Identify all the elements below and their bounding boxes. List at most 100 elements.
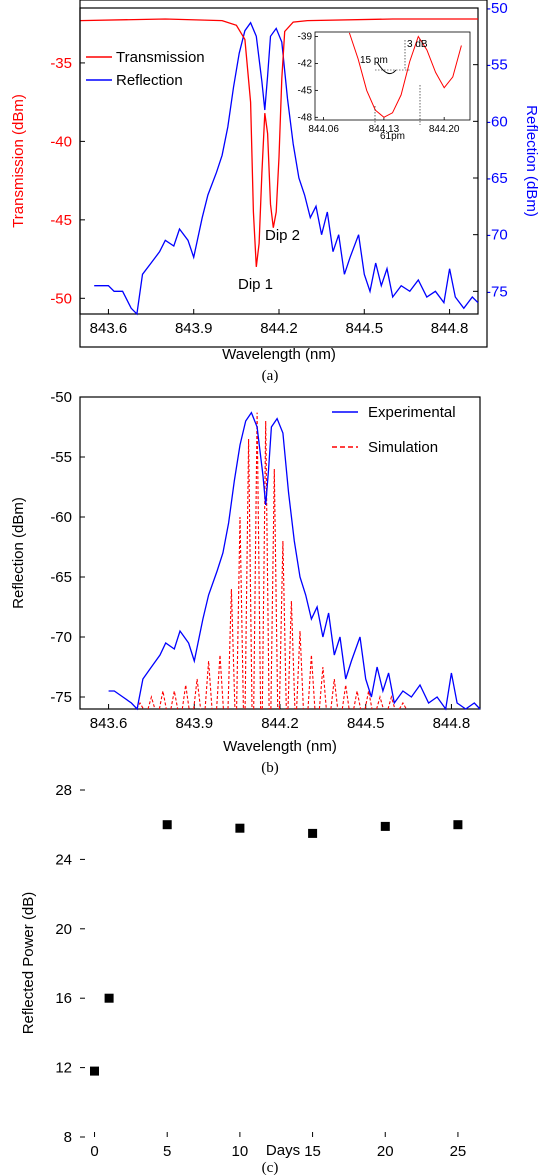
data-point-marker [162,820,172,830]
panel-a-right-tick-label: -60 [486,113,508,130]
panel-c-y-tick-label: 20 [55,921,72,938]
reflection-series-line [94,21,479,316]
panel-c-x-axis-title: Days [266,1142,300,1159]
panel-a-x-axis-title: Wavelength (nm) [222,346,336,363]
panel-a-x-tick-label: 844.2 [260,320,298,337]
inset-y-tick-label: -39 [298,31,313,42]
panel-b-y-tick-label: -50 [50,389,72,406]
panel-c-y-axis-title: Reflected Power (dB) [20,892,37,1035]
panel-a-right-tick-label: -65 [486,170,508,187]
inset-3db-label: 3 dB [407,39,428,50]
panel-b: 843.6 843.9 844.2 844.5 844.8 -50 -55 -60 -65 -7… [10,389,481,776]
panel-c-x-tick-label: 15 [304,1143,321,1160]
simulation-series-line [136,412,407,710]
panel-b-x-tick-label: 844.8 [433,715,471,732]
inset-arrow [376,61,397,75]
data-point-marker [90,1066,99,1076]
panel-c-caption: (c) [262,1160,279,1175]
panel-a-caption: (a) [262,368,279,384]
data-point-marker [104,993,114,1003]
panel-a-right-tick-label: -75 [486,283,508,300]
panel-c-x-tick-labels: 0 5 10 15 20 25 [90,1143,466,1160]
panel-a-left-axis-title: Transmission (dBm) [10,94,27,228]
inset-y-tick-labels: -39 -42 -45 -48 [298,31,313,123]
dip-2-label: Dip 2 [265,227,300,244]
panel-a-x-tick-label: 843.6 [90,320,128,337]
inset-x-tick-labels: 844.06 844.13 844.20 [308,124,460,135]
panel-b-y-tick-labels: -50 -55 -60 -65 -70 -75 [50,389,72,706]
panel-a: 843.6 843.9 844.2 844.5 844.8 -35 -40 -45 -50 -… [10,0,540,384]
panel-c-x-tick-label: 5 [163,1143,171,1160]
legend-simulation-label: Simulation [368,439,438,456]
inset-plot: 844.06 844.13 844.20 -39 -42 -45 -48 15 pm 3 … [298,31,471,142]
panel-c-markers [90,820,463,1076]
data-point-marker [235,823,245,833]
panel-a-left-tick-labels: -35 -40 -45 -50 [50,55,72,307]
panel-a-left-tick-label: -35 [50,55,72,72]
inset-x-tick-label: 844.20 [429,124,460,135]
legend-transmission-label: Transmission [116,49,205,66]
panel-c-ticks [80,789,459,1138]
panel-b-x-tick-labels: 843.6 843.9 844.2 844.5 844.8 [90,715,470,732]
panel-b-x-tick-label: 844.5 [347,715,385,732]
panel-a-ticks [80,7,478,314]
panel-a-right-tick-label: -55 [486,57,508,74]
simulation-series [136,412,407,710]
panel-b-legend: Experimental Simulation [332,404,456,456]
panel-b-y-axis-title: Reflection (dBm) [10,497,27,609]
legend-reflection-label: Reflection [116,72,183,89]
panel-c-y-tick-label: 16 [55,990,72,1007]
data-point-marker [308,828,318,838]
panel-b-x-axis-title: Wavelength (nm) [223,738,337,755]
inset-x-tick-label: 844.13 [369,124,400,135]
legend-experimental-label: Experimental [368,404,456,421]
panel-a-right-tick-label: -70 [486,227,508,244]
panel-b-y-tick-label: -55 [50,449,72,466]
experimental-series-line [108,411,481,711]
inset-15pm-label: 15 pm [360,55,388,66]
panel-a-right-tick-labels: -50 -55 -60 -65 -70 -75 [486,0,508,300]
inset-ticks [315,36,445,120]
panel-c-y-tick-label: 12 [55,1060,72,1077]
data-point-marker [380,821,390,831]
inset-y-tick-label: -42 [298,58,313,69]
inset-61pm-label: 61pm [380,131,405,142]
inset-frame [314,31,471,121]
panel-c-x-tick-label: 10 [232,1143,249,1160]
inset-x-tick-label: 844.06 [308,124,339,135]
panel-c-y-tick-label: 28 [55,782,72,799]
panel-c-x-tick-label: 25 [450,1143,467,1160]
panel-c-x-tick-label: 20 [377,1143,394,1160]
panel-c-plot-frame [79,0,488,348]
panel-a-x-tick-label: 844.8 [431,320,469,337]
panel-b-y-tick-label: -75 [50,689,72,706]
panel-a-x-tick-label: 844.5 [346,320,384,337]
panel-a-x-tick-labels: 843.6 843.9 844.2 844.5 844.8 [90,320,469,337]
data-point-marker [453,820,463,830]
panel-a-left-tick-label: -40 [50,133,72,150]
panel-a-right-tick-label: -50 [486,0,508,17]
panel-a-legend: Transmission Reflection [86,49,205,89]
inset-y-tick-label: -45 [298,85,313,96]
panel-b-y-tick-label: -65 [50,569,72,586]
panel-c-y-tick-labels: 8 12 16 20 24 28 [55,782,72,1146]
inset-y-tick-label: -48 [298,112,313,123]
panel-c-y-tick-label: 24 [55,851,72,868]
transmission-series-line [79,18,478,267]
panel-c-y-tick-label: 8 [64,1129,72,1146]
panel-b-caption: (b) [261,760,279,776]
panel-b-y-tick-label: -70 [50,629,72,646]
panel-a-x-tick-label: 843.9 [175,320,213,337]
panel-c-x-tick-label: 0 [90,1143,98,1160]
panel-c: 0 5 10 15 20 25 8 12 16 20 24 28 Days Reflected Po… [20,0,488,1175]
dip-1-label: Dip 1 [238,276,273,293]
panel-b-x-tick-label: 843.9 [176,715,214,732]
panel-b-y-tick-label: -60 [50,509,72,526]
panel-a-left-tick-label: -50 [50,290,72,307]
inset-transmission-line [348,32,462,118]
panel-b-x-tick-label: 843.6 [90,715,128,732]
panel-b-x-tick-label: 844.2 [261,715,299,732]
panel-a-right-axis-title: Reflection (dBm) [523,105,540,217]
panel-a-left-tick-label: -45 [50,212,72,229]
